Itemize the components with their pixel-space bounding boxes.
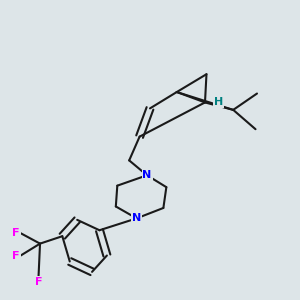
Text: N: N xyxy=(142,170,152,180)
Text: F: F xyxy=(35,277,42,287)
Text: H: H xyxy=(214,98,223,107)
Text: N: N xyxy=(132,213,141,224)
Text: F: F xyxy=(13,250,20,260)
Text: F: F xyxy=(13,228,20,238)
